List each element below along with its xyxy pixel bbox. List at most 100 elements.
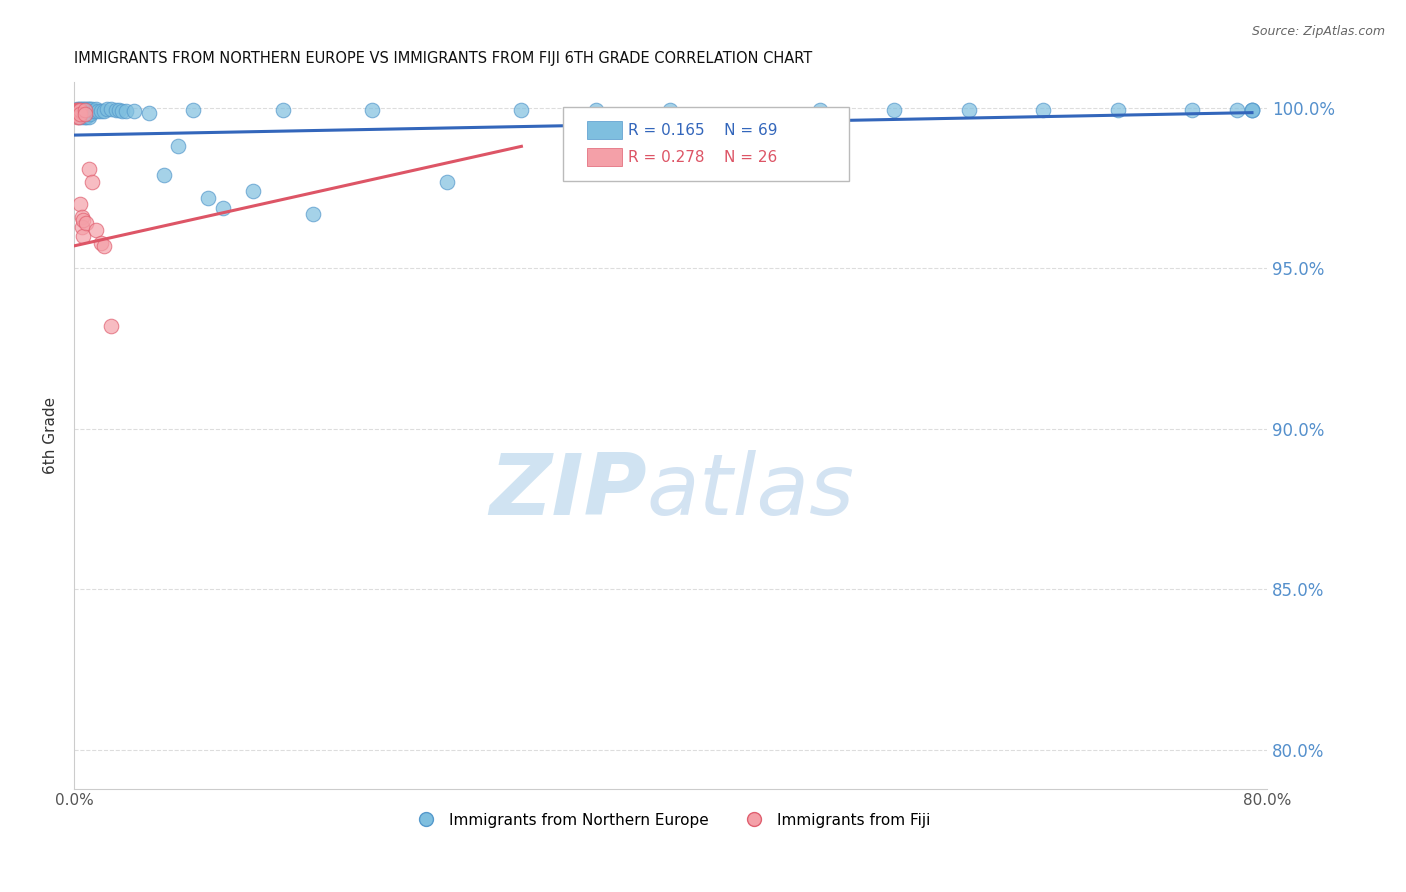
Point [79, 107, 101, 121]
Point [1181, 103, 1204, 117]
Point [100, 319, 122, 334]
Point [90, 235, 112, 250]
Point [77, 111, 100, 125]
Point [510, 103, 533, 117]
Text: R = 0.278    N = 26: R = 0.278 N = 26 [627, 150, 776, 164]
Point [90, 103, 112, 118]
Point [73, 107, 96, 121]
Point [67, 103, 90, 118]
Point [67, 103, 90, 117]
Text: Source: ZipAtlas.com: Source: ZipAtlas.com [1251, 25, 1385, 38]
Point [70, 210, 93, 224]
Legend: Immigrants from Northern Europe, Immigrants from Fiji: Immigrants from Northern Europe, Immigra… [405, 806, 936, 834]
Point [66, 111, 89, 125]
Point [72, 103, 94, 117]
Point [66, 107, 89, 121]
Point [66, 103, 89, 117]
Point [84, 103, 107, 118]
Point [65, 103, 87, 118]
Text: ZIP: ZIP [489, 450, 647, 533]
Point [183, 103, 205, 117]
Point [1240, 103, 1263, 117]
Point [361, 103, 384, 117]
Point [80, 175, 103, 189]
Point [66, 103, 89, 118]
Point [72, 103, 94, 118]
Point [1240, 103, 1263, 117]
Point [70, 107, 93, 121]
Point [67, 107, 90, 121]
Text: IMMIGRANTS FROM NORTHERN EUROPE VS IMMIGRANTS FROM FIJI 6TH GRADE CORRELATION CH: IMMIGRANTS FROM NORTHERN EUROPE VS IMMIG… [75, 51, 813, 66]
Point [77, 103, 100, 117]
Point [66, 103, 89, 117]
Point [75, 103, 97, 118]
Point [301, 207, 323, 221]
Point [69, 197, 91, 211]
Point [115, 103, 138, 118]
Point [69, 103, 91, 117]
Point [67, 111, 90, 125]
Point [79, 103, 101, 117]
Point [69, 107, 91, 121]
Point [73, 111, 96, 125]
Point [70, 111, 93, 125]
Point [77, 103, 100, 118]
Point [77, 161, 100, 176]
Point [93, 239, 115, 253]
Point [197, 191, 219, 205]
Point [73, 103, 96, 118]
Y-axis label: 6th Grade: 6th Grade [44, 397, 58, 474]
Point [585, 103, 607, 117]
Point [659, 103, 682, 117]
Point [82, 103, 104, 118]
FancyBboxPatch shape [586, 121, 621, 139]
Point [808, 103, 831, 117]
Point [69, 103, 91, 117]
Point [69, 107, 91, 121]
Point [100, 103, 122, 117]
Point [65, 103, 87, 117]
Point [76, 103, 98, 117]
Point [65, 107, 87, 121]
Point [70, 103, 93, 117]
Point [70, 219, 93, 234]
Point [957, 103, 980, 117]
FancyBboxPatch shape [564, 107, 849, 181]
Point [73, 103, 96, 117]
Point [87, 103, 110, 118]
Point [75, 111, 97, 125]
Point [96, 103, 118, 117]
Point [75, 216, 97, 230]
Point [122, 103, 145, 118]
Point [65, 103, 87, 118]
Point [72, 213, 94, 227]
Text: R = 0.165    N = 69: R = 0.165 N = 69 [627, 123, 778, 137]
Point [1032, 103, 1054, 117]
Point [167, 139, 190, 153]
Point [66, 107, 89, 121]
Point [138, 105, 160, 120]
Point [86, 103, 108, 117]
Point [1226, 103, 1249, 117]
Point [212, 201, 235, 215]
FancyBboxPatch shape [586, 148, 621, 166]
Point [1107, 103, 1129, 117]
Point [73, 103, 96, 117]
Point [883, 103, 905, 117]
Point [86, 223, 108, 237]
Point [271, 103, 294, 117]
Point [436, 175, 458, 189]
Point [108, 103, 131, 118]
Point [111, 103, 134, 118]
Point [65, 107, 87, 121]
Point [80, 103, 103, 117]
Point [152, 168, 174, 182]
Point [67, 103, 90, 118]
Point [1240, 103, 1263, 117]
Point [93, 103, 115, 118]
Point [242, 184, 264, 198]
Point [67, 111, 90, 125]
Point [70, 103, 93, 118]
Point [76, 107, 98, 121]
Text: atlas: atlas [647, 450, 855, 533]
